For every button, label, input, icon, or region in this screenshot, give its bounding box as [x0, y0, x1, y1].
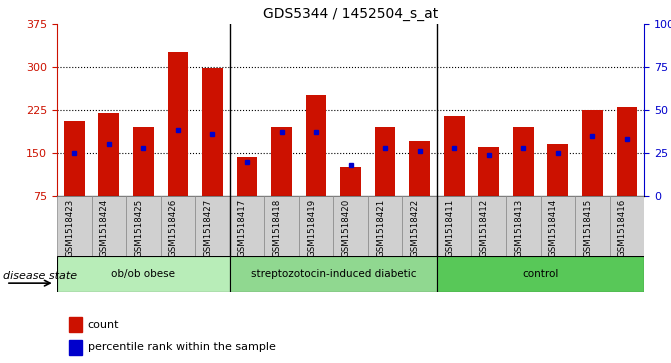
Bar: [237, 157, 258, 196]
Bar: [306, 95, 326, 196]
Text: GSM1518423: GSM1518423: [65, 199, 74, 257]
Bar: [264, 196, 299, 256]
Text: GSM1518417: GSM1518417: [238, 199, 247, 257]
Bar: [57, 196, 91, 256]
Bar: [168, 52, 189, 196]
Text: GSM1518425: GSM1518425: [134, 199, 144, 257]
Bar: [368, 196, 403, 256]
Bar: [69, 339, 82, 355]
Bar: [444, 115, 464, 196]
Bar: [541, 196, 575, 256]
Bar: [57, 256, 229, 292]
Text: GSM1518422: GSM1518422: [411, 199, 419, 257]
Bar: [575, 196, 610, 256]
Bar: [229, 196, 264, 256]
Bar: [513, 127, 533, 196]
Text: GSM1518421: GSM1518421: [376, 199, 385, 257]
Text: control: control: [522, 269, 559, 279]
Bar: [126, 196, 160, 256]
Bar: [69, 317, 82, 333]
Bar: [409, 142, 430, 196]
Bar: [64, 121, 85, 196]
Bar: [133, 127, 154, 196]
Text: ob/ob obese: ob/ob obese: [111, 269, 175, 279]
Bar: [229, 256, 437, 292]
Text: count: count: [87, 320, 119, 330]
Text: GSM1518427: GSM1518427: [203, 199, 213, 257]
Bar: [478, 147, 499, 196]
Text: GSM1518411: GSM1518411: [445, 199, 454, 257]
Text: GSM1518415: GSM1518415: [583, 199, 592, 257]
Text: GSM1518418: GSM1518418: [272, 199, 282, 257]
Text: streptozotocin-induced diabetic: streptozotocin-induced diabetic: [250, 269, 416, 279]
Text: GSM1518424: GSM1518424: [100, 199, 109, 257]
Bar: [610, 196, 644, 256]
Text: GSM1518426: GSM1518426: [169, 199, 178, 257]
Text: GSM1518412: GSM1518412: [480, 199, 488, 257]
Bar: [403, 196, 437, 256]
Bar: [195, 196, 229, 256]
Bar: [91, 196, 126, 256]
Bar: [271, 127, 292, 196]
Bar: [299, 196, 333, 256]
Text: GSM1518413: GSM1518413: [514, 199, 523, 257]
Bar: [160, 196, 195, 256]
Bar: [99, 113, 119, 196]
Bar: [582, 110, 603, 196]
Text: GSM1518420: GSM1518420: [342, 199, 351, 257]
Bar: [375, 127, 395, 196]
Bar: [333, 196, 368, 256]
Bar: [437, 256, 644, 292]
Bar: [437, 196, 472, 256]
Text: GSM1518419: GSM1518419: [307, 199, 316, 257]
Bar: [340, 167, 361, 196]
Bar: [202, 68, 223, 196]
Text: percentile rank within the sample: percentile rank within the sample: [87, 342, 275, 352]
Text: GSM1518416: GSM1518416: [618, 199, 627, 257]
Bar: [472, 196, 506, 256]
Bar: [617, 107, 637, 196]
Bar: [548, 144, 568, 196]
Title: GDS5344 / 1452504_s_at: GDS5344 / 1452504_s_at: [263, 7, 438, 21]
Text: GSM1518414: GSM1518414: [549, 199, 558, 257]
Bar: [506, 196, 541, 256]
Text: disease state: disease state: [3, 271, 77, 281]
